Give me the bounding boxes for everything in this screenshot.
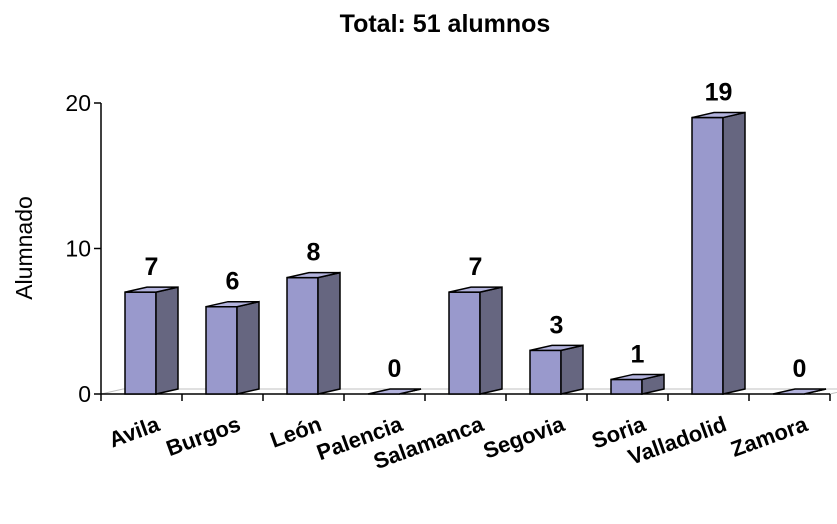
bar-side: [155, 286, 179, 395]
bar-front: [205, 305, 238, 395]
bar-side: [479, 286, 503, 395]
data-label: 0: [793, 355, 807, 383]
bar-top: [529, 344, 584, 352]
bar-front: [529, 349, 562, 395]
bar-top: [205, 300, 260, 308]
bar: [124, 286, 179, 395]
y-tick-label: 0: [78, 381, 91, 407]
chart-title: Total: 51 alumnos: [339, 10, 551, 38]
bar-side: [722, 111, 746, 395]
bar-side: [317, 271, 341, 395]
bar: [691, 111, 746, 395]
bar-top: [448, 286, 503, 293]
y-tick-label: 10: [65, 236, 91, 262]
data-label: 0: [388, 355, 402, 383]
x-tick-label: Zamora: [727, 411, 811, 462]
bar-top: [610, 373, 665, 381]
bar: [610, 373, 665, 395]
bar: [367, 388, 422, 395]
bar-top: [772, 388, 827, 395]
bar-front: [124, 291, 157, 395]
y-tick-label: 20: [65, 90, 91, 116]
data-label: 7: [145, 253, 159, 281]
x-tick-label: Avila: [106, 411, 164, 452]
bar-top: [124, 286, 179, 293]
bar: [448, 286, 503, 395]
bar: [286, 271, 341, 395]
x-tick-label: Segovia: [480, 411, 569, 464]
bar-front: [610, 378, 643, 395]
bar-front: [448, 291, 481, 395]
bar-side: [236, 300, 260, 395]
bar-top: [367, 388, 422, 395]
data-label: 6: [226, 268, 240, 296]
bar-top: [286, 271, 341, 279]
bar: [529, 344, 584, 395]
data-label: 7: [469, 253, 483, 281]
data-label: 8: [307, 239, 321, 267]
bar-top: [691, 111, 746, 119]
y-axis-label: Alumnado: [11, 196, 37, 300]
x-tick-label: Burgos: [163, 411, 244, 461]
bar-front: [691, 116, 724, 395]
data-label: 1: [631, 340, 645, 368]
bar: [205, 300, 260, 395]
data-label: 3: [550, 311, 564, 339]
bar-side: [560, 344, 584, 395]
bar-front: [286, 276, 319, 395]
data-label: 19: [705, 79, 733, 107]
bar: [772, 388, 827, 395]
